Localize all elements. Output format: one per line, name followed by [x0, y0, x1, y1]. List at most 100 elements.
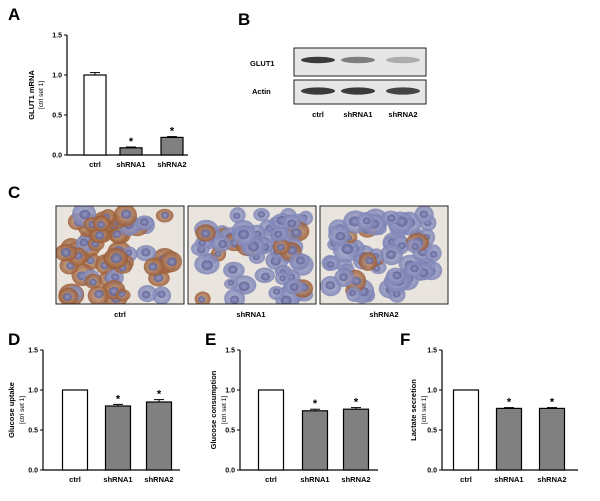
chart-a-category-label: ctrl: [89, 160, 101, 169]
ihc-nucleus: [118, 291, 126, 298]
ihc-nucleus: [79, 238, 89, 247]
ihc-nucleus: [110, 253, 122, 264]
blot-band-actin: [386, 87, 420, 95]
chart-e-significance-star: *: [354, 397, 359, 409]
ihc-nucleus: [233, 212, 241, 219]
chart-a-significance-star: *: [170, 126, 175, 138]
ihc-nucleus: [86, 257, 95, 265]
chart-a-tick-label: 0.0: [52, 153, 62, 160]
ihc-nucleus: [218, 240, 228, 249]
ihc-nucleus: [214, 250, 222, 257]
ihc-nucleus: [257, 211, 266, 218]
chart-f-category-label: ctrl: [460, 475, 472, 484]
ihc-nucleus: [227, 280, 235, 286]
chart-e-tick-label: 1.0: [225, 388, 235, 395]
chart-a-bar-ctrl: [83, 74, 107, 156]
chart-f-category-label: shRNA2: [537, 475, 566, 484]
ihc-nucleus: [287, 219, 297, 228]
ihc-nucleus: [89, 278, 97, 286]
chart-e-category-label: shRNA1: [300, 475, 329, 484]
ihc-nucleus: [339, 273, 349, 282]
blot-band-glut1: [341, 56, 375, 64]
ihc-nucleus: [148, 262, 158, 271]
ihc-images: ctrl shRNA1 shRNA2: [55, 205, 449, 319]
ihc-nucleus: [201, 260, 213, 271]
chart-e-bar-ctrl: [257, 389, 285, 471]
chart-a-bar-shrna1: [119, 147, 143, 156]
ihc-nucleus: [365, 256, 374, 265]
chart-d-bar-ctrl: [61, 389, 89, 471]
ihc-nucleus: [238, 281, 250, 292]
chart-a-bar-shrna2: [160, 136, 184, 156]
chart-a-significance-star: *: [129, 136, 134, 148]
ihc-nucleus: [429, 250, 438, 258]
ihc-frame: [55, 205, 185, 305]
ihc-nucleus: [112, 230, 122, 239]
ihc-nucleus: [227, 265, 238, 274]
ihc-nucleus: [392, 271, 402, 280]
ihc-nucleus: [139, 218, 149, 227]
chart-a-category-label: shRNA1: [116, 160, 145, 169]
chart-f-tick-label: 1.0: [427, 388, 437, 395]
ihc-nucleus: [200, 229, 211, 238]
chart-e-category-label: ctrl: [265, 475, 277, 484]
ihc-nucleus: [95, 231, 105, 240]
chart-d-bar-shrna2: [145, 401, 173, 471]
chart-e-tick-label: 0.0: [225, 468, 235, 475]
ihc-nucleus: [111, 273, 120, 281]
blot-row-label-actin: Actin: [252, 87, 271, 96]
chart-d-category-label: shRNA1: [103, 475, 132, 484]
chart-d-tick-label: 1.5: [28, 348, 38, 355]
chart-e-category-label: shRNA2: [341, 475, 370, 484]
ihc-nucleus: [272, 288, 281, 295]
chart-f-bar-ctrl: [452, 389, 480, 471]
ihc-nucleus: [62, 292, 72, 302]
chart-glucose-consumption: 0.0 0.5 1.0 1.5 Glucose consumption [ctrl set…: [209, 348, 378, 484]
blot-band-actin: [301, 87, 335, 95]
chart-e-significance-star: *: [313, 398, 318, 410]
chart-f-tick-label: 0.0: [427, 468, 437, 475]
ihc-nucleus: [410, 264, 419, 273]
chart-glucose-uptake: 0.0 0.5 1.0 1.5 Glucose uptake [ctrl set 1] ct…: [7, 348, 180, 484]
ihc-nucleus: [161, 211, 170, 219]
chart-a-y-axis-sublabel: [ctrl set 1]: [38, 81, 45, 109]
chart-e-y-axis-label: Glucose consumption: [209, 370, 218, 449]
chart-f-bar-shrna2: [538, 407, 566, 471]
ihc-nucleus: [238, 229, 250, 240]
blot-row-label-glut1: GLUT1: [250, 59, 275, 68]
chart-e-y-axis-sublabel: [ctrl set 1]: [221, 396, 228, 424]
panel-letter-a: A: [8, 5, 20, 24]
chart-f-category-label: shRNA1: [494, 475, 523, 484]
chart-f-tick-label: 0.5: [427, 428, 437, 435]
chart-a-category-label: shRNA2: [157, 160, 186, 169]
chart-a-tick-label: 0.5: [52, 113, 62, 120]
blot-band-glut1: [386, 56, 420, 64]
ihc-image-shrna1: [187, 205, 317, 305]
ihc-caption-shrna2: shRNA2: [369, 310, 398, 319]
ihc-nucleus: [276, 243, 285, 251]
chart-glut1-mrna: 0.0 0.5 1.0 1.5 GLUT1 mRNA [ctrl set 1] ctrl * s…: [27, 33, 188, 169]
ihc-nucleus: [94, 289, 104, 299]
chart-d-tick-label: 1.0: [28, 388, 38, 395]
chart-f-y-axis-label: Lactate secretion: [409, 379, 418, 441]
ihc-nucleus: [60, 248, 72, 258]
ihc-nucleus: [290, 228, 302, 238]
chart-f-bar-shrna1: [495, 407, 523, 471]
ihc-nucleus: [198, 296, 206, 303]
chart-lactate-secretion: 0.0 0.5 1.0 1.5 Lactate secretion [ctrl set 1…: [409, 348, 578, 484]
ihc-nucleus: [260, 272, 271, 281]
blot-lane-label-ctrl: ctrl: [312, 110, 324, 119]
ihc-nucleus: [280, 295, 292, 304]
ihc-nucleus: [141, 248, 151, 257]
ihc-nucleus: [166, 257, 177, 267]
ihc-nucleus: [411, 243, 419, 250]
ihc-nucleus: [362, 217, 371, 225]
ihc-nucleus: [96, 221, 106, 229]
chart-f-significance-star: *: [507, 397, 512, 409]
chart-d-y-axis-label: Glucose uptake: [7, 382, 16, 438]
blot-band-glut1: [301, 56, 335, 64]
chart-d-tick-label: 0.5: [28, 428, 38, 435]
panel-letter-b: B: [238, 10, 250, 29]
ihc-nucleus: [325, 280, 336, 290]
